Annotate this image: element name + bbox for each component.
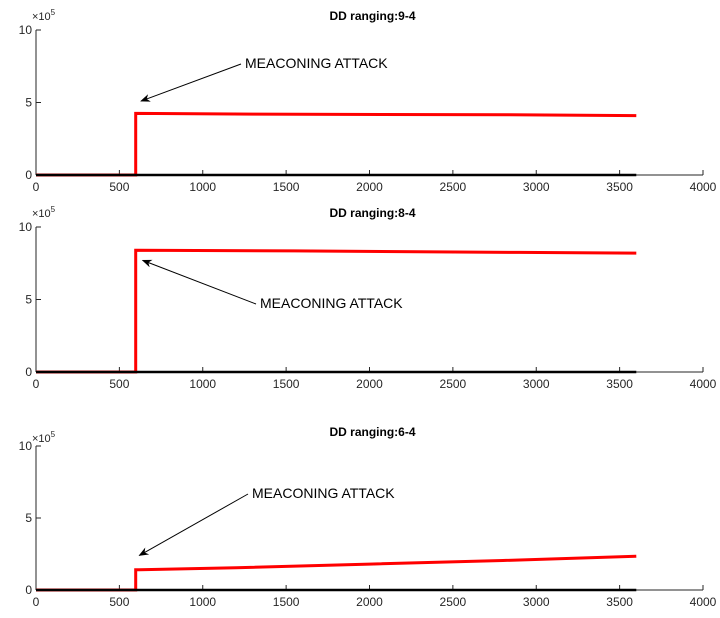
- y-tick-label: 5: [25, 96, 32, 110]
- annotation-arrow: [138, 493, 249, 556]
- x-tick-label: 500: [109, 377, 129, 391]
- y-tick-label: 5: [25, 511, 32, 525]
- x-tick-label: 2500: [440, 595, 467, 609]
- x-tick-label: 3000: [523, 377, 550, 391]
- y-tick-label: 10: [19, 220, 33, 234]
- chart-title: DD ranging:9-4: [329, 9, 415, 23]
- x-tick-label: 0: [33, 595, 40, 609]
- attack-series-line: [36, 248, 637, 374]
- subplot-3: 0 500 1000 1500 2000 2500 3000 3500 4000 0 5 10 ×105…: [19, 425, 717, 609]
- x-tick-label: 2500: [440, 377, 467, 391]
- x-tick-label: 1000: [189, 595, 216, 609]
- x-tick-label: 0: [33, 377, 40, 391]
- y-tick-label: 0: [25, 168, 32, 182]
- chart-title: DD ranging:8-4: [329, 206, 415, 220]
- x-tick-label: 4000: [690, 180, 717, 194]
- y-exponent-label: ×105: [32, 430, 56, 445]
- x-tick-label: 3000: [523, 180, 550, 194]
- x-tick-label: 2500: [440, 180, 467, 194]
- x-tick-label: 1500: [273, 180, 300, 194]
- x-tick-label: 2000: [356, 180, 383, 194]
- annotation-label: MEACONING ATTACK: [245, 55, 388, 71]
- x-tick-label: 2000: [356, 595, 383, 609]
- y-exponent-label: ×105: [32, 8, 56, 23]
- y-tick-label: 5: [25, 293, 32, 307]
- x-tick-label: 2000: [356, 377, 383, 391]
- y-tick-label: 0: [25, 365, 32, 379]
- annotation-label: MEACONING ATTACK: [252, 485, 395, 501]
- attack-series-line: [36, 554, 637, 592]
- x-tick-label: 0: [33, 180, 40, 194]
- chart-title: DD ranging:6-4: [329, 425, 415, 439]
- x-tick-label: 1500: [273, 595, 300, 609]
- y-tick-label: 10: [19, 23, 33, 37]
- annotation-label: MEACONING ATTACK: [260, 295, 403, 311]
- x-tick-label: 3500: [606, 595, 633, 609]
- x-tick-label: 1500: [273, 377, 300, 391]
- x-tick-label: 3500: [606, 377, 633, 391]
- attack-series-line: [36, 111, 637, 177]
- x-tick-label: 4000: [690, 595, 717, 609]
- subplot-2: 0 500 1000 1500 2000 2500 3000 3500 4000 0 5 10×105…: [19, 205, 717, 391]
- annotation-arrow: [141, 259, 257, 305]
- x-tick-label: 1000: [189, 180, 216, 194]
- x-tick-label: 1000: [189, 377, 216, 391]
- annotation-arrow: [140, 63, 242, 102]
- y-exponent-label: ×105: [32, 205, 56, 220]
- y-tick-label: 0: [25, 583, 32, 597]
- x-tick-label: 500: [109, 180, 129, 194]
- subplot-1: 0 500 1000 1500 2000 2500 3000 3500 4000 0 5 10×105…: [19, 8, 717, 194]
- x-tick-label: 500: [109, 595, 129, 609]
- x-tick-label: 4000: [690, 377, 717, 391]
- x-tick-label: 3000: [523, 595, 550, 609]
- x-tick-label: 3500: [606, 180, 633, 194]
- y-tick-label: 10: [19, 439, 33, 453]
